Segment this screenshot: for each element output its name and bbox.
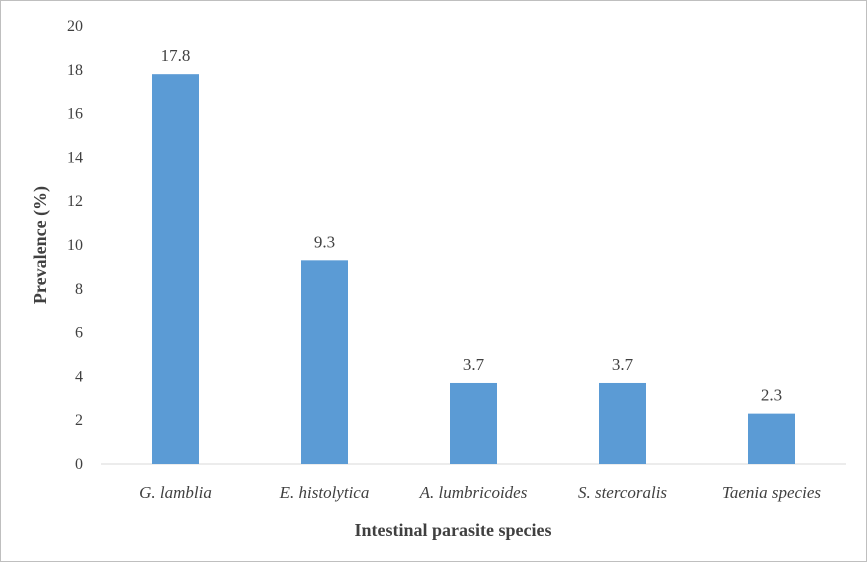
y-tick-label: 4 [75, 368, 83, 385]
y-tick-label: 12 [67, 193, 83, 210]
y-tick-label: 20 [67, 18, 83, 35]
bar [599, 382, 646, 464]
bar-series [152, 74, 795, 465]
x-category-label: G. lamblia [139, 483, 212, 502]
data-label: 2.3 [761, 386, 782, 405]
y-axis-title: Prevalence (%) [30, 186, 51, 304]
data-label: 3.7 [612, 355, 634, 374]
data-labels: 17.8 9.3 3.7 3.7 2.3 [161, 46, 783, 404]
x-category-label: Taenia species [722, 483, 821, 502]
y-tick-label: 18 [67, 62, 83, 79]
bar [301, 260, 348, 464]
data-label: 17.8 [161, 46, 191, 65]
data-label: 3.7 [463, 355, 485, 374]
y-tick-label: 10 [67, 237, 83, 254]
x-axis-title: Intestinal parasite species [355, 520, 552, 540]
y-tick-label: 0 [75, 456, 83, 473]
y-axis-ticks: 0 2 4 6 8 10 12 14 16 18 20 [67, 18, 83, 473]
x-category-label: E. histolytica [279, 483, 370, 502]
y-tick-label: 8 [75, 281, 83, 298]
y-tick-label: 14 [67, 149, 83, 166]
bar [450, 382, 497, 464]
y-tick-label: 6 [75, 325, 83, 342]
bar [748, 413, 795, 464]
data-label: 9.3 [314, 232, 335, 251]
bar [152, 74, 199, 465]
x-axis-category-labels: G. lamblia E. histolytica A. lumbricoides S… [139, 483, 821, 502]
y-tick-label: 16 [67, 106, 83, 123]
y-tick-label: 2 [75, 412, 83, 429]
x-category-label: A. lumbricoides [419, 483, 528, 502]
x-category-label: S. stercoralis [578, 483, 667, 502]
